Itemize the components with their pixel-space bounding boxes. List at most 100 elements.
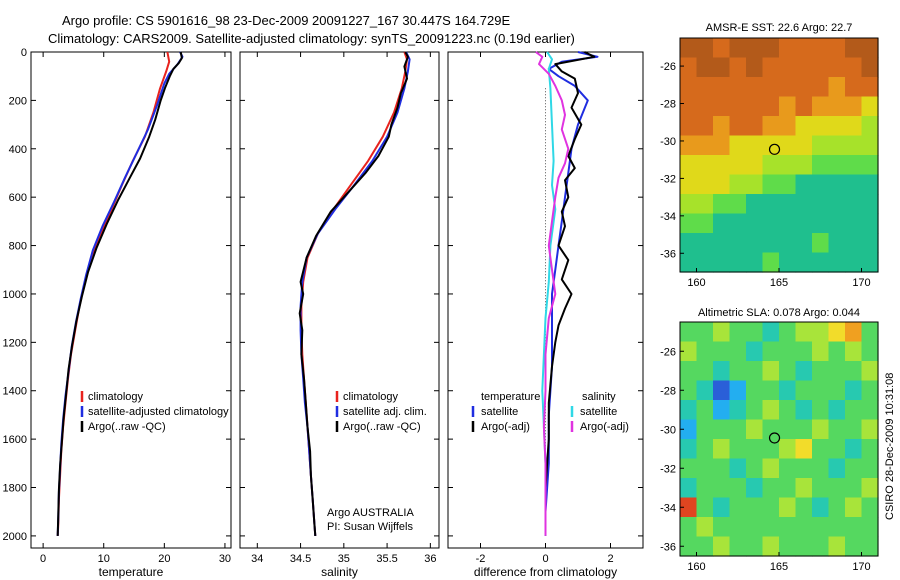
map-cell (729, 233, 747, 254)
map-cell (746, 419, 764, 440)
map-cell (795, 419, 813, 440)
map-cell (795, 135, 813, 156)
map-cell (812, 361, 830, 382)
map-cell (779, 135, 797, 156)
map-cell (861, 116, 879, 137)
map-cell (762, 380, 780, 401)
y-tick-label: 1400 (3, 386, 27, 398)
y-tick-label: -26 (660, 61, 676, 73)
map-cell (729, 536, 747, 557)
map-cell (680, 57, 698, 78)
map-cell (812, 96, 830, 117)
series-line-sal_argo (535, 51, 570, 536)
map-cell (680, 322, 698, 343)
map-cell (696, 96, 714, 117)
map-cell (845, 233, 863, 254)
map-cell (729, 38, 747, 59)
legend-label: satellite adj. clim. (343, 406, 427, 418)
legend-heading: temperature (481, 391, 540, 403)
map-cell (828, 38, 846, 59)
x-tick-label: 170 (852, 277, 870, 289)
map-cell (845, 341, 863, 362)
map-cell (861, 322, 879, 343)
map-cell (762, 458, 780, 479)
y-tick-label: 1000 (3, 289, 27, 301)
map-cell (845, 38, 863, 59)
map-cell (680, 96, 698, 117)
map-cell (762, 400, 780, 421)
y-tick-label: -36 (660, 248, 676, 260)
map-cell (828, 233, 846, 254)
map-cell (746, 341, 764, 362)
map-cell (812, 135, 830, 156)
map-cell (779, 252, 797, 273)
map-cell (696, 57, 714, 78)
credit-label: CSIRO 28-Dec-2009 10:31:08 (884, 373, 896, 520)
map-cell (696, 135, 714, 156)
map-cell (812, 536, 830, 557)
map-cell (713, 400, 731, 421)
map-cell (713, 497, 731, 518)
map-cell (746, 96, 764, 117)
map-cell (762, 96, 780, 117)
map-cell (680, 439, 698, 460)
map-cell (696, 252, 714, 273)
map-cell (762, 361, 780, 382)
x-tick-label: 160 (687, 561, 705, 573)
x-tick-label: 35 (338, 553, 350, 565)
map-cell (696, 341, 714, 362)
map-cell (861, 194, 879, 215)
x-tick-label: 34.5 (290, 553, 311, 565)
map-cell (746, 400, 764, 421)
y-tick-label: 800 (9, 241, 27, 253)
y-tick-label: 400 (9, 144, 27, 156)
map-cell (779, 116, 797, 137)
map-cell (845, 135, 863, 156)
map-cell (812, 400, 830, 421)
y-tick-label: 600 (9, 192, 27, 204)
map-cell (762, 322, 780, 343)
series-line-argo (56, 51, 183, 536)
map-cell (861, 252, 879, 273)
map-cell (713, 213, 731, 234)
map-cell (746, 478, 764, 499)
map-cell (680, 478, 698, 499)
map-cell (729, 419, 747, 440)
map-cell (845, 252, 863, 273)
map-cell (680, 361, 698, 382)
map-cell (696, 322, 714, 343)
map-title: Altimetric SLA: 0.078 Argo: 0.044 (698, 307, 860, 319)
map-cell (861, 458, 879, 479)
map-cell (795, 536, 813, 557)
map-cell (713, 77, 731, 98)
x-axis-label: temperature (99, 565, 164, 579)
map-cell (762, 155, 780, 176)
map-cell (680, 77, 698, 98)
platform-annotation: Argo AUSTRALIA (327, 507, 414, 519)
map-cell (762, 38, 780, 59)
map-cell (795, 155, 813, 176)
map-cell (861, 38, 879, 59)
legend-label: Argo(..raw -QC) (88, 421, 166, 433)
map-cell (845, 419, 863, 440)
y-tick-label: 2000 (3, 531, 27, 543)
map-cell (680, 400, 698, 421)
map-cell (729, 380, 747, 401)
y-tick-label: -34 (660, 211, 676, 223)
map-cell (845, 400, 863, 421)
map-cell (812, 77, 830, 98)
map-cell (861, 497, 879, 518)
map-cell (762, 341, 780, 362)
map-title: AMSR-E SST: 22.6 Argo: 22.7 (706, 22, 853, 34)
map-cell (779, 439, 797, 460)
legend-label: satellite-adjusted climatology (88, 406, 229, 418)
map-cell (861, 57, 879, 78)
map-cell (696, 400, 714, 421)
map-cell (845, 536, 863, 557)
x-axis-label: salinity (321, 565, 358, 579)
map-cell (795, 96, 813, 117)
map-cell (762, 116, 780, 137)
map-cell (680, 458, 698, 479)
series-line-argo (298, 51, 409, 536)
